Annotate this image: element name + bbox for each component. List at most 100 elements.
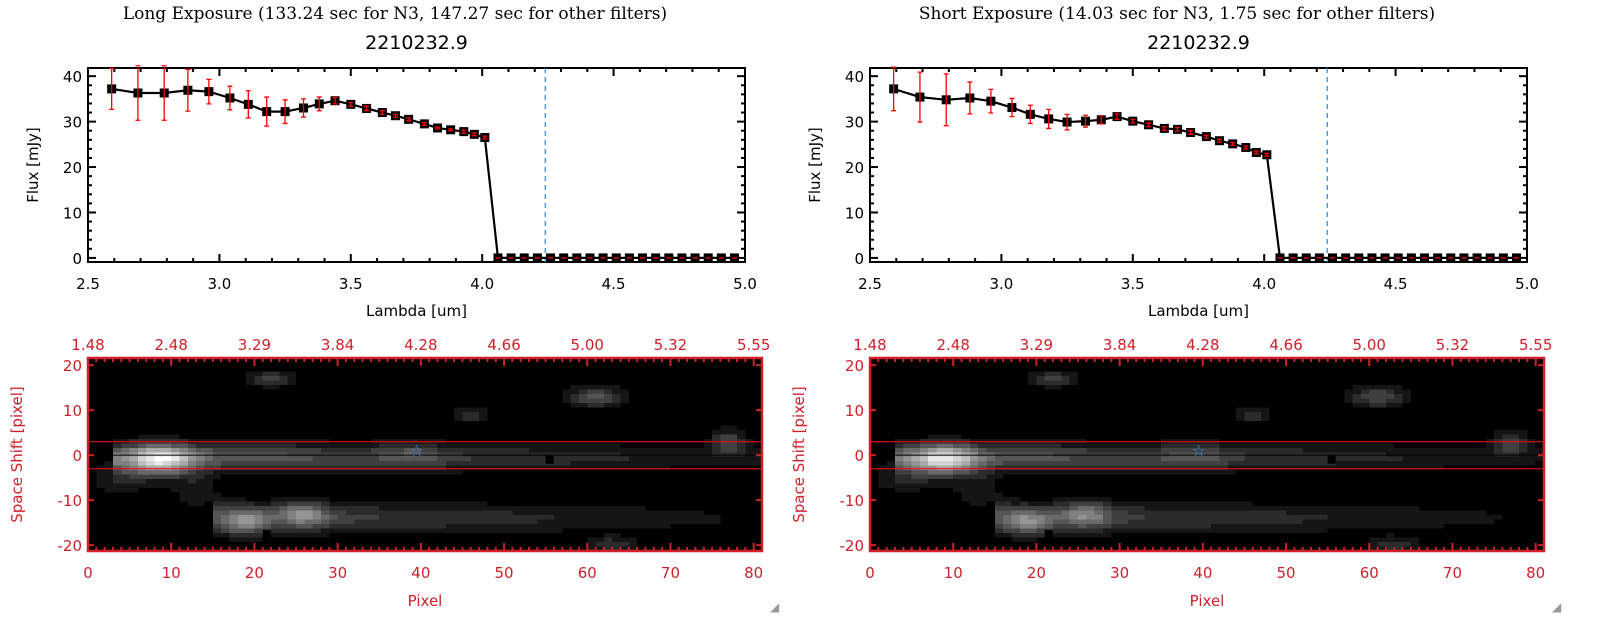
error-bar bbox=[161, 65, 167, 121]
error-bar bbox=[1009, 97, 1015, 118]
y-tick-label: 20 bbox=[845, 159, 864, 177]
error-bar bbox=[943, 73, 949, 127]
error-bar bbox=[1130, 118, 1136, 124]
pixel-tick-label: 0 bbox=[865, 564, 875, 582]
error-bar bbox=[109, 67, 115, 110]
x-tick-label: 3.5 bbox=[1121, 275, 1145, 293]
y-tick-label: 10 bbox=[845, 204, 864, 222]
error-bar bbox=[392, 113, 398, 118]
resize-grip-icon[interactable]: ◢ bbox=[1552, 600, 1562, 614]
wavelength-tick-label: 5.55 bbox=[1519, 336, 1552, 354]
resize-grip-icon[interactable]: ◢ bbox=[770, 600, 780, 614]
shift-tick-label: -20 bbox=[58, 537, 83, 555]
wavelength-tick-label: 3.84 bbox=[1103, 336, 1136, 354]
spectral-image-heatmap bbox=[870, 358, 1544, 551]
source-star-icon: ☆ bbox=[1192, 441, 1206, 460]
pixel-tick-label: 10 bbox=[162, 564, 181, 582]
panel-title: Long Exposure (133.24 sec for N3, 147.27… bbox=[122, 4, 668, 24]
error-bar bbox=[1027, 104, 1033, 125]
shift-tick-label: 0 bbox=[72, 447, 82, 465]
error-bar bbox=[1082, 114, 1088, 128]
wavelength-tick-label: 2.48 bbox=[155, 336, 188, 354]
error-bar bbox=[364, 105, 370, 112]
wavelength-tick-label: 4.28 bbox=[404, 336, 437, 354]
panel-title: Short Exposure (14.03 sec for N3, 1.75 s… bbox=[918, 4, 1436, 24]
shift-tick-label: -10 bbox=[840, 492, 865, 510]
pixel-tick-label: 10 bbox=[944, 564, 963, 582]
pixel-tick-label: 40 bbox=[1193, 564, 1212, 582]
error-bar bbox=[482, 135, 488, 140]
x-tick-label: 3.5 bbox=[339, 275, 363, 293]
error-bar bbox=[1243, 145, 1249, 150]
pixel-tick-label: 30 bbox=[1110, 564, 1129, 582]
x-tick-label: 4.0 bbox=[1252, 275, 1276, 293]
wavelength-tick-label: 1.48 bbox=[853, 336, 886, 354]
error-bar bbox=[282, 99, 288, 125]
error-bar bbox=[1188, 130, 1194, 135]
error-bar bbox=[264, 96, 270, 127]
y-axis-label: Flux [mJy] bbox=[806, 127, 824, 203]
flux-line bbox=[893, 87, 1517, 260]
pixel-tick-label: 70 bbox=[1443, 564, 1462, 582]
wavelength-tick-label: 2.48 bbox=[937, 336, 970, 354]
error-bar bbox=[435, 126, 441, 130]
wavelength-tick-label: 5.32 bbox=[654, 336, 687, 354]
error-bar bbox=[471, 132, 477, 137]
error-bar bbox=[448, 128, 454, 132]
pixel-axis-label: Pixel bbox=[1190, 592, 1225, 610]
object-id: 2210232.9 bbox=[365, 32, 468, 54]
error-bar bbox=[227, 85, 233, 111]
error-bar bbox=[135, 65, 141, 121]
dead-pixel bbox=[262, 529, 271, 538]
error-bar bbox=[379, 110, 385, 115]
error-bar bbox=[185, 68, 191, 112]
pixel-tick-label: 60 bbox=[578, 564, 597, 582]
error-bar bbox=[891, 66, 897, 112]
pixel-tick-label: 0 bbox=[83, 564, 93, 582]
pixel-axis-label: Pixel bbox=[408, 592, 443, 610]
error-bar bbox=[245, 90, 251, 119]
y-tick-label: 0 bbox=[72, 250, 82, 268]
wavelength-tick-label: 1.48 bbox=[71, 336, 104, 354]
shift-tick-label: 0 bbox=[854, 447, 864, 465]
error-bar bbox=[421, 121, 427, 126]
short-exposure-panel: Short Exposure (14.03 sec for N3, 1.75 s… bbox=[782, 0, 1572, 630]
error-bar bbox=[348, 101, 354, 107]
image-frame bbox=[86, 356, 764, 553]
wavelength-tick-label: 4.66 bbox=[487, 336, 520, 354]
shift-tick-label: 20 bbox=[845, 357, 864, 375]
error-bar bbox=[1161, 125, 1167, 131]
dead-pixel bbox=[1327, 455, 1336, 464]
pixel-tick-label: 50 bbox=[1277, 564, 1296, 582]
x-tick-label: 5.0 bbox=[1515, 275, 1539, 293]
error-bar bbox=[1174, 126, 1180, 132]
wavelength-tick-label: 3.29 bbox=[238, 336, 271, 354]
pixel-tick-label: 30 bbox=[328, 564, 347, 582]
pixel-tick-label: 80 bbox=[744, 564, 763, 582]
error-bar bbox=[1098, 115, 1104, 125]
pixel-tick-label: 20 bbox=[1027, 564, 1046, 582]
wavelength-tick-label: 5.55 bbox=[737, 336, 770, 354]
y-tick-label: 40 bbox=[63, 68, 82, 86]
pixel-tick-label: 80 bbox=[1526, 564, 1545, 582]
wavelength-tick-label: 4.66 bbox=[1269, 336, 1302, 354]
error-bar bbox=[967, 81, 973, 115]
wavelength-tick-label: 5.32 bbox=[1436, 336, 1469, 354]
spectral-image-heatmap bbox=[88, 358, 762, 551]
pixel-tick-label: 70 bbox=[661, 564, 680, 582]
wavelength-tick-label: 3.29 bbox=[1020, 336, 1053, 354]
y-tick-label: 30 bbox=[63, 114, 82, 132]
spectrum-plot-frame bbox=[87, 67, 746, 263]
x-tick-label: 4.0 bbox=[470, 275, 494, 293]
y-tick-label: 10 bbox=[63, 204, 82, 222]
y-tick-label: 20 bbox=[63, 159, 82, 177]
y-tick-label: 40 bbox=[845, 68, 864, 86]
error-bar bbox=[917, 71, 923, 123]
error-bar bbox=[316, 96, 322, 112]
long-exposure-panel: Long Exposure (133.24 sec for N3, 147.27… bbox=[0, 0, 790, 630]
x-tick-label: 5.0 bbox=[733, 275, 757, 293]
error-bar bbox=[1064, 113, 1070, 131]
x-tick-label: 4.5 bbox=[602, 275, 626, 293]
